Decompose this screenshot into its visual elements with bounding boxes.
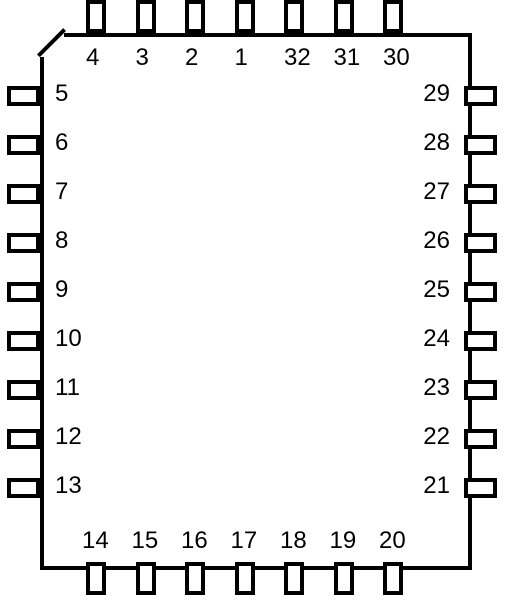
pin-label: 23: [423, 374, 450, 402]
pin-label: 24: [423, 325, 450, 353]
pin-label: 27: [423, 178, 450, 206]
pin-left-8: [7, 478, 40, 498]
pin-right-6: [464, 380, 497, 400]
pin-label: 25: [423, 276, 450, 304]
pin-label: 9: [55, 276, 68, 304]
pin-bottom-3: [235, 562, 255, 595]
pin-bottom-2: [185, 562, 205, 595]
pin-label: 30: [383, 44, 410, 72]
pin-label: 7: [55, 178, 68, 206]
pin-bottom-1: [136, 562, 156, 595]
pin-label: 14: [82, 527, 109, 555]
pin-right-7: [464, 429, 497, 449]
pin-label: 31: [334, 44, 361, 72]
pin-top-0: [86, 0, 106, 33]
pin-label: 11: [55, 374, 80, 402]
pin-label: 19: [330, 527, 357, 555]
pin-left-2: [7, 184, 40, 204]
pin-top-4: [284, 0, 304, 33]
pin-bottom-6: [383, 562, 403, 595]
pin-right-1: [464, 135, 497, 155]
pin-label: 3: [136, 44, 149, 72]
pin-right-5: [464, 331, 497, 351]
pin-label: 32: [284, 44, 311, 72]
pin-label: 28: [423, 129, 450, 157]
pin-right-3: [464, 233, 497, 253]
pin-label: 17: [231, 527, 258, 555]
pin-bottom-4: [284, 562, 304, 595]
pin-top-5: [334, 0, 354, 33]
pin-top-3: [235, 0, 255, 33]
pin-right-4: [464, 282, 497, 302]
pin-label: 29: [423, 80, 450, 108]
pin-label: 21: [423, 472, 450, 500]
pin-left-7: [7, 429, 40, 449]
pin-label: 15: [132, 527, 159, 555]
pin-label: 10: [55, 325, 82, 353]
pin-top-1: [136, 0, 156, 33]
pin-left-5: [7, 331, 40, 351]
pin-left-1: [7, 135, 40, 155]
pin-bottom-5: [334, 562, 354, 595]
pin-label: 2: [185, 44, 198, 72]
pin-label: 6: [55, 129, 68, 157]
pin-right-8: [464, 478, 497, 498]
pin-label: 18: [280, 527, 307, 555]
pin-right-0: [464, 86, 497, 106]
pin-top-2: [185, 0, 205, 33]
pin-label: 4: [86, 44, 99, 72]
pin-label: 20: [379, 527, 406, 555]
pin-label: 8: [55, 227, 68, 255]
pin-label: 1: [235, 44, 248, 72]
chip-body: [40, 33, 472, 570]
pin-bottom-0: [86, 562, 106, 595]
pin-label: 26: [423, 227, 450, 255]
pin-label: 13: [55, 472, 82, 500]
pin-left-6: [7, 380, 40, 400]
pin-left-0: [7, 86, 40, 106]
pin-right-2: [464, 184, 497, 204]
pin-label: 16: [181, 527, 208, 555]
pin-left-4: [7, 282, 40, 302]
pin-label: 22: [423, 423, 450, 451]
pin-label: 5: [55, 80, 68, 108]
pin-top-6: [383, 0, 403, 33]
pin-left-3: [7, 233, 40, 253]
pin-label: 12: [55, 423, 82, 451]
